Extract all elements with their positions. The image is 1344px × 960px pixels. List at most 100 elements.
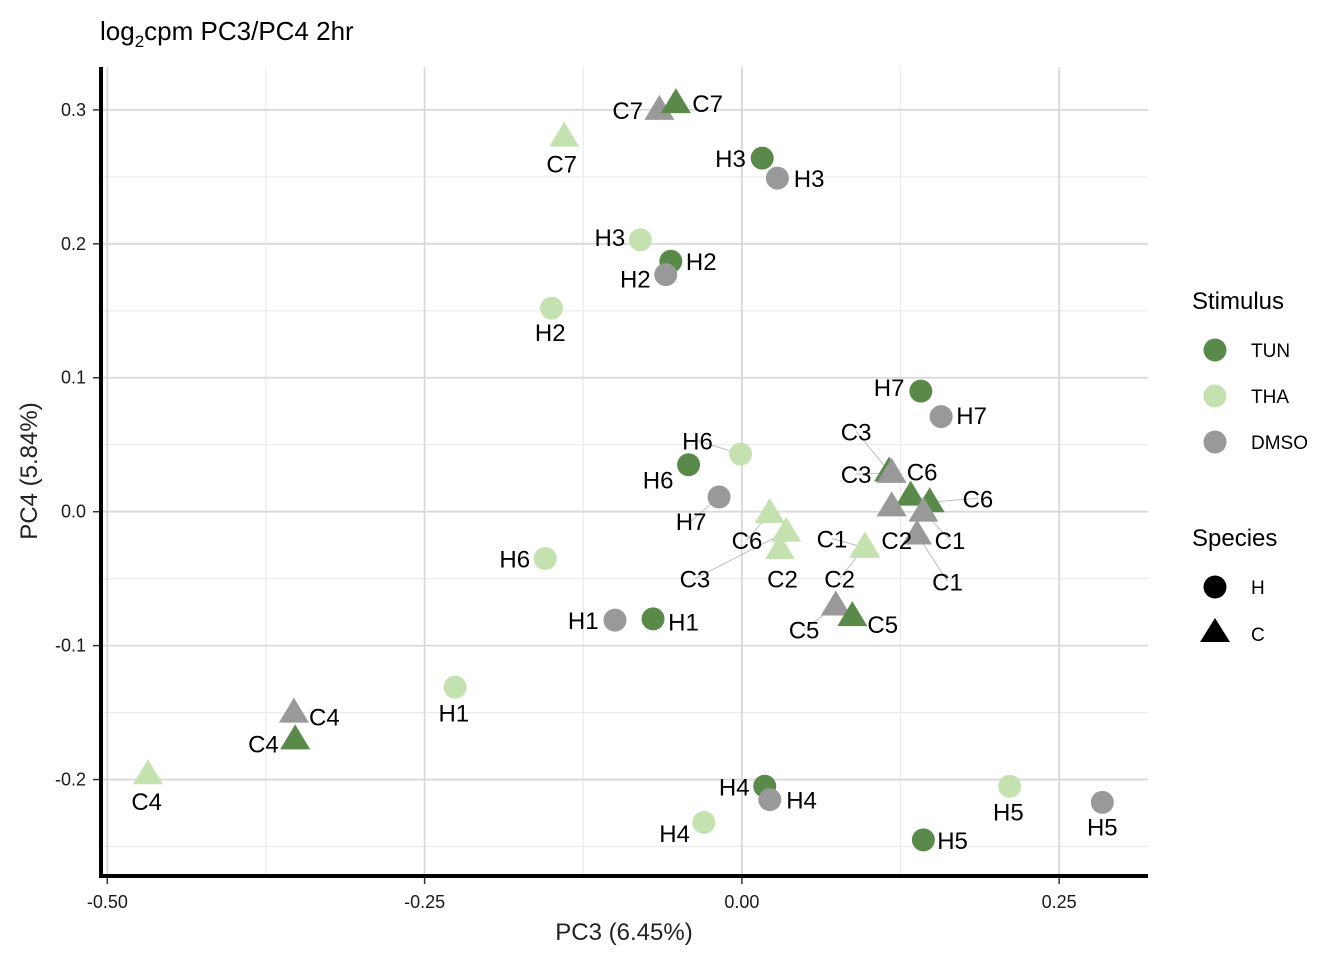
point-h-tun <box>750 146 774 170</box>
point-label: H4 <box>719 774 750 801</box>
point-label: H4 <box>786 788 817 815</box>
point-label: H5 <box>937 828 968 855</box>
legend-dmso-label: DMSO <box>1251 433 1308 454</box>
point-h-tha <box>540 296 564 320</box>
point-label: C5 <box>789 618 820 645</box>
point-h-tha <box>998 774 1022 798</box>
point-label: H2 <box>535 320 566 347</box>
point-label: C1 <box>935 528 966 555</box>
point-h-dmso <box>603 608 627 632</box>
point-label: H5 <box>1087 814 1118 841</box>
point-h-tun <box>909 379 933 403</box>
point-c-dmso <box>278 697 309 723</box>
point-label: H6 <box>499 547 530 574</box>
point-label: H3 <box>595 225 626 252</box>
legend-h-swatch <box>1203 575 1227 599</box>
point-label: C2 <box>767 567 798 594</box>
point-label: C4 <box>131 789 162 816</box>
point-c-dmso <box>908 496 939 522</box>
point-label: H1 <box>568 608 599 635</box>
point-c-tha <box>132 759 163 785</box>
grid-minor <box>101 67 1148 876</box>
chart-title-rest: cpm PC3/PC4 2hr <box>144 16 354 46</box>
point-h-dmso <box>929 405 953 429</box>
point-h-tha <box>729 442 753 466</box>
x-tick-label: -0.50 <box>87 892 128 912</box>
point-label: H3 <box>715 146 746 173</box>
point-label: H6 <box>682 429 713 456</box>
point-label: C6 <box>907 460 938 487</box>
legend-tha-swatch <box>1203 384 1227 408</box>
data-points <box>132 88 1114 852</box>
point-h-tha <box>628 228 652 252</box>
point-label: H7 <box>874 375 905 402</box>
point-label: C7 <box>692 91 723 118</box>
point-label: H7 <box>676 509 707 536</box>
point-label: H2 <box>686 249 717 276</box>
legend: Stimulus TUN THA DMSO Species H C <box>1192 288 1308 646</box>
point-label: C3 <box>841 462 872 489</box>
point-h-tha <box>443 675 467 699</box>
point-c-dmso <box>876 491 907 517</box>
point-label: H4 <box>659 821 690 848</box>
legend-species-title: Species <box>1192 525 1277 552</box>
point-h-tun <box>677 453 701 477</box>
point-label: C6 <box>732 528 763 555</box>
point-h-tha <box>692 810 716 834</box>
point-c-tha <box>549 121 580 147</box>
y-tick-label: 0.3 <box>61 100 86 120</box>
label-connector <box>855 431 890 472</box>
point-label: H6 <box>643 468 674 495</box>
legend-tha-label: THA <box>1251 387 1289 408</box>
point-label: H5 <box>993 800 1024 827</box>
point-label: C3 <box>841 419 872 446</box>
point-h-dmso <box>654 263 678 287</box>
point-label: C7 <box>546 151 577 178</box>
legend-tun-label: TUN <box>1251 341 1290 362</box>
point-label: C1 <box>817 526 848 553</box>
chart-title: log2cpm PC3/PC4 2hr <box>100 16 354 51</box>
point-c-dmso <box>644 94 675 120</box>
point-c-tun <box>895 480 926 506</box>
grid-major <box>101 67 1148 876</box>
legend-stimulus-title: Stimulus <box>1192 288 1284 315</box>
point-h-dmso <box>707 485 731 509</box>
y-tick-label: 0.0 <box>61 502 86 522</box>
x-tick-label: 0.25 <box>1042 892 1077 912</box>
point-label: H1 <box>438 701 469 728</box>
y-tick-label: 0.2 <box>61 234 86 254</box>
point-label: H3 <box>794 166 825 193</box>
point-label: C3 <box>680 567 711 594</box>
point-label: H7 <box>956 403 987 430</box>
point-c-tun <box>660 88 691 114</box>
x-axis-title: PC3 (6.45%) <box>555 919 692 946</box>
y-tick-label: 0.1 <box>61 368 86 388</box>
point-label: C4 <box>248 731 279 758</box>
x-axis-ticks: -0.50 -0.25 0.00 0.25 <box>87 878 1077 912</box>
point-h-dmso <box>1090 790 1114 814</box>
point-c-tha <box>764 534 795 560</box>
point-h-tha <box>533 547 557 571</box>
point-c-tun <box>837 601 868 627</box>
legend-h-label: H <box>1251 578 1265 599</box>
point-c-dmso <box>820 590 851 616</box>
point-c-dmso <box>876 457 907 483</box>
chart-title-subscript: 2 <box>135 32 144 51</box>
point-label: C2 <box>881 528 912 555</box>
legend-c-swatch <box>1200 618 1230 642</box>
point-label: H2 <box>620 267 651 294</box>
point-h-dmso <box>758 788 782 812</box>
x-tick-label: 0.00 <box>724 892 759 912</box>
point-h-tun <box>641 607 665 631</box>
point-c-tha <box>849 531 880 557</box>
chart-title-main: log <box>100 16 135 46</box>
legend-c-label: C <box>1251 625 1265 646</box>
point-label: H1 <box>668 610 699 637</box>
point-h-tun <box>911 828 935 852</box>
label-connector <box>694 531 787 580</box>
point-label: C5 <box>867 612 898 639</box>
point-label: C6 <box>963 486 994 513</box>
point-c-tha <box>754 498 785 524</box>
